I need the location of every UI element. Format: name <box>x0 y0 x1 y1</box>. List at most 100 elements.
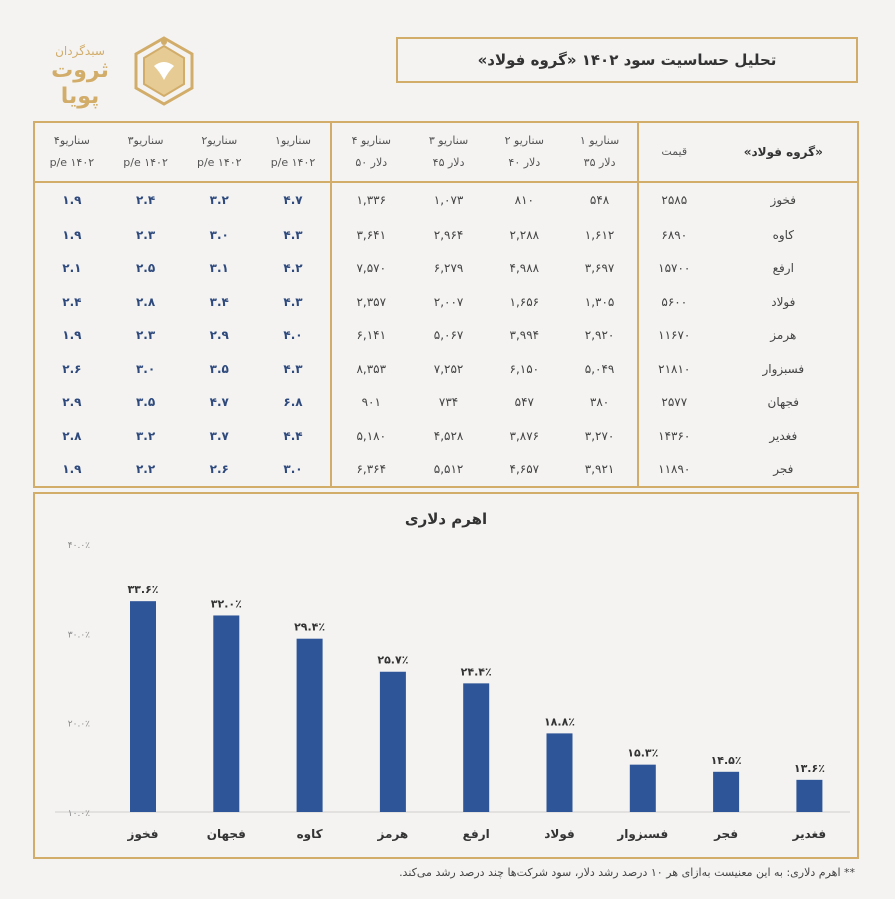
column-header: سناریو ۴ دلار ۵۰ <box>329 123 411 183</box>
pe-cell: ۱.۹ <box>62 328 82 343</box>
value-cell: ۶۸۹۰ <box>636 217 710 252</box>
value-cell: ۱,۳۰۵ <box>584 294 615 309</box>
company-name-cell: فجهان <box>767 395 800 410</box>
company-name-cell: کاوه <box>772 227 795 242</box>
pe-cell: ۲.۳ <box>135 227 156 242</box>
company-name-cell: فغدیر <box>769 428 798 443</box>
x-tick-label: هرمز <box>377 827 409 841</box>
title-box: تحلیل حساسیت سود ۱۴۰۲ «گروه فولاد» <box>396 37 858 83</box>
value-cell: ۳,۸۷۶ <box>509 428 540 443</box>
value-cell: ۱۱۶۷۰ <box>636 318 710 352</box>
pe-cell: ۲.۹ <box>209 328 229 343</box>
value-cell: ۳,۲۷۰ <box>584 428 615 443</box>
value-cell: ۳,۹۹۴ <box>509 328 540 343</box>
column-header-title: سناریو ۳ <box>428 134 469 147</box>
value-cell: ۶,۱۴۱ <box>329 318 411 352</box>
x-tick-label: فولاد <box>544 827 574 842</box>
value-cell: ۳,۶۴۱ <box>329 217 411 252</box>
value-cell: ۲۱۸۱۰ <box>636 351 710 386</box>
value-cell: ۶,۱۵۰ <box>509 361 540 376</box>
pe-cell: ۲.۵ <box>135 261 156 276</box>
bar <box>463 683 490 812</box>
column-header-title: «گروه فولاد» <box>743 145 823 159</box>
y-tick-label: ۴۰.۰٪ <box>68 541 90 551</box>
data-label: ۲۴.۴٪ <box>461 665 492 678</box>
y-tick-label: ۱۰.۰٪ <box>68 809 90 819</box>
footnote: ** اهرم دلاری: به این معنیست به‌ازای هر … <box>399 866 855 879</box>
bar <box>796 779 823 812</box>
value-cell: ۲,۲۸۸ <box>509 227 540 242</box>
pe-cell: ۲.۱ <box>62 261 82 276</box>
column-header-subtitle: دلار ۴۰ <box>508 156 541 169</box>
pe-cell: ۳.۵ <box>209 361 229 376</box>
data-label: ۲۵.۷٪ <box>377 654 408 667</box>
y-tick-label: ۳۰.۰٪ <box>68 630 90 640</box>
pe-cell: ۳.۰ <box>135 361 156 376</box>
pe-cell: ۳.۲ <box>209 193 229 208</box>
table-row: فجر ۱۱۸۹۰ ۳,۹۲۱ ۴,۶۵۷ ۵,۵۱۲ ۶,۳۶۴ ۳.۰ ۲.۶ ۲.۲ ۱.۹ <box>35 452 857 486</box>
table-row: فغدیر ۱۴۳۶۰ ۳,۲۷۰ ۳,۸۷۶ ۴,۵۲۸ ۵,۱۸۰ ۴.۴ ۳.۷ ۳.۲ ۲… <box>35 418 857 453</box>
column-header-title: سناریو ۲ <box>504 134 544 147</box>
pe-cell: ۴.۷ <box>283 193 303 208</box>
company-name-cell: ارفع <box>772 261 794 276</box>
x-tick-label: فخوز <box>127 827 159 842</box>
value-cell: ۱۵۷۰۰ <box>636 251 710 285</box>
value-cell: ۳,۶۹۷ <box>584 261 615 276</box>
value-cell: ۲,۹۲۰ <box>584 328 615 343</box>
pe-cell: ۳.۰ <box>283 462 303 477</box>
column-header: سناریو۱ p/e ۱۴۰۲ <box>256 123 331 183</box>
bar <box>379 671 406 812</box>
data-label: ۱۳.۶٪ <box>794 762 825 775</box>
value-cell: ۵,۰۴۹ <box>584 361 615 376</box>
column-header: سناریو۴ p/e ۱۴۰۲ <box>35 123 109 183</box>
data-label: ۱۵.۳٪ <box>627 747 658 760</box>
x-tick-label: فسبزوار <box>616 827 668 842</box>
pe-cell: ۱.۹ <box>62 462 82 477</box>
value-cell: ۲۵۸۵ <box>636 182 710 218</box>
value-cell: ۱۱۸۹۰ <box>636 452 710 486</box>
value-cell: ۱,۰۷۳ <box>433 193 464 208</box>
column-header-subtitle: p/e ۱۴۰۲ <box>123 156 168 169</box>
pe-cell: ۲.۶ <box>62 361 82 376</box>
pe-cell: ۲.۳ <box>135 328 156 343</box>
value-cell: ۴,۵۲۸ <box>433 428 464 443</box>
pe-cell: ۱.۹ <box>62 193 82 208</box>
pe-cell: ۲.۸ <box>62 428 82 443</box>
bar <box>213 615 240 812</box>
pe-cell: ۴.۳ <box>283 361 303 376</box>
pe-cell: ۳.۲ <box>135 428 156 443</box>
value-cell: ۵۴۸ <box>589 193 610 208</box>
pe-cell: ۴.۴ <box>283 428 303 443</box>
value-cell: ۸۱۰ <box>514 193 534 208</box>
pe-cell: ۲.۲ <box>135 462 156 477</box>
value-cell: ۷,۵۷۰ <box>329 251 411 285</box>
value-cell: ۱,۶۱۲ <box>584 227 615 242</box>
pe-cell: ۳.۰ <box>209 227 229 242</box>
bar <box>546 733 573 812</box>
pe-cell: ۴.۳ <box>283 227 303 242</box>
page-title: تحلیل حساسیت سود ۱۴۰۲ «گروه فولاد» <box>477 51 777 69</box>
value-cell: ۴,۹۸۸ <box>509 261 540 276</box>
value-cell: ۹۰۱ <box>329 385 411 419</box>
column-header-subtitle: p/e ۱۴۰۲ <box>196 156 242 169</box>
column-header: «گروه فولاد» <box>709 123 857 183</box>
column-header-title: سناریو ۴ <box>351 134 391 147</box>
column-header-title: سناریو۲ <box>201 134 238 147</box>
pe-cell: ۴.۷ <box>209 395 229 410</box>
x-tick-label: فجر <box>713 827 738 841</box>
value-cell: ۳,۹۲۱ <box>584 462 615 477</box>
pe-cell: ۲.۸ <box>135 294 156 309</box>
data-table: «گروه فولاد» قیمت سناریو ۱ دلار ۳۵ سناریو ۲ د… <box>35 123 857 486</box>
pe-cell: ۲.۴ <box>62 294 82 309</box>
chart-box: اهرم دلاری ۱۰.۰٪ ۲۰.۰٪ ۳۰.۰٪ ۴۰.۰٪ ۳۳.۶٪ فخوز… <box>33 492 859 859</box>
logo-text: سبدگردان ثروت پویا <box>40 44 120 110</box>
pe-cell: ۳.۴ <box>209 294 229 309</box>
chart-title: اهرم دلاری <box>404 510 488 528</box>
pe-cell: ۶.۸ <box>283 395 303 410</box>
data-label: ۱۴.۵٪ <box>711 754 742 767</box>
value-cell: ۱,۶۵۶ <box>509 294 540 309</box>
pe-cell: ۴.۲ <box>283 261 303 276</box>
bar <box>713 771 740 812</box>
pe-cell: ۲.۹ <box>62 395 82 410</box>
data-label: ۱۸.۸٪ <box>544 715 575 728</box>
